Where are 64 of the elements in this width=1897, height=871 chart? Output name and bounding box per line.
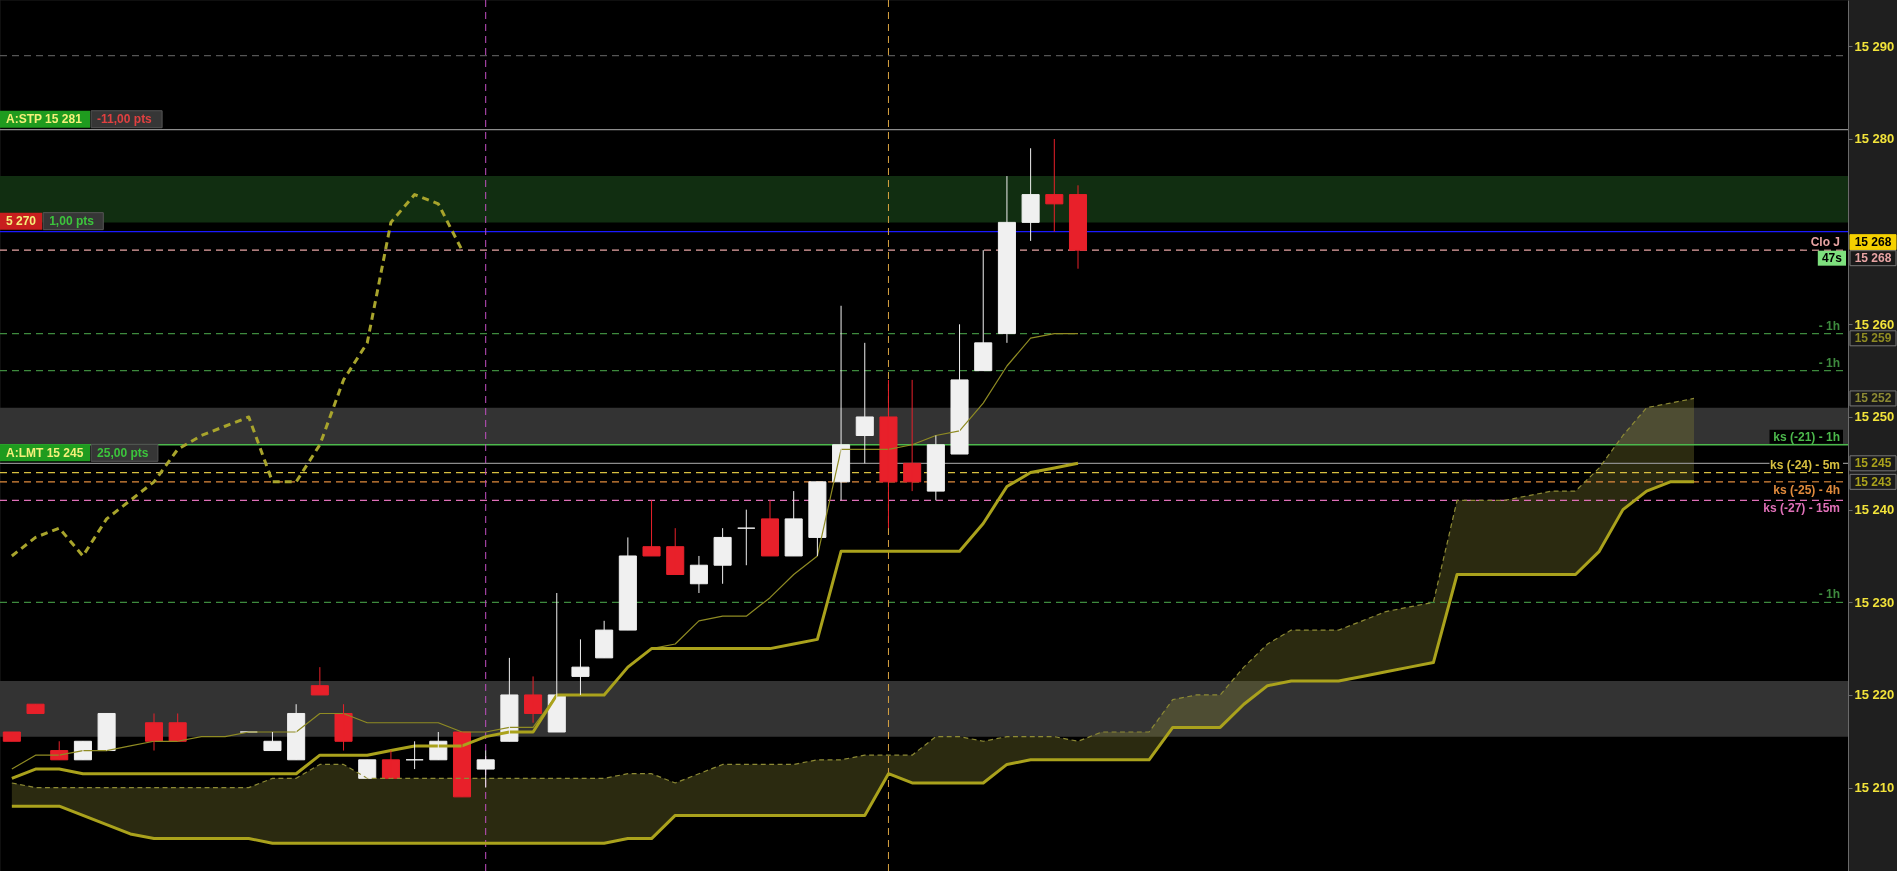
annotation: 25,00 pts [97, 445, 149, 460]
candlestick [618, 536, 637, 631]
annotation: -11,00 pts [97, 112, 153, 127]
candlestick [500, 657, 519, 742]
line-series [10, 480, 1696, 845]
y-tick-label: 15 260 [1854, 316, 1895, 332]
candlestick [1021, 147, 1040, 242]
candlestick [334, 703, 353, 752]
candlestick [737, 509, 756, 566]
candlestick [405, 740, 424, 770]
ref-line-label: ks (-27) - 15m [1763, 501, 1840, 516]
annotation: 1,00 pts [49, 214, 95, 229]
ref-line-label: ks (-25) - 4h [1773, 482, 1840, 497]
candlestick [26, 703, 45, 714]
candlestick [452, 731, 472, 798]
text: 15 243 [1854, 474, 1892, 489]
candlestick [713, 527, 732, 585]
candlestick [950, 323, 969, 455]
candlestick [524, 675, 543, 724]
ref-line-label: A:LMT 15 245 [6, 445, 84, 460]
candlestick [168, 712, 187, 742]
candlestick [476, 750, 495, 789]
ref-line-label: - 1h [1818, 318, 1840, 333]
ref-line-label: ks (-24) - 5m [1769, 457, 1840, 472]
ref-line-label: - 1h [1818, 355, 1840, 370]
candlestick [73, 740, 92, 761]
candlestick [666, 527, 685, 575]
y-tick-label: 15 220 [1854, 687, 1895, 703]
line-series [10, 461, 1080, 780]
ref-line-label: ks (-21) - 1h [1773, 429, 1840, 444]
text: 15 245 [1854, 456, 1892, 471]
y-tick-label: 15 240 [1854, 502, 1895, 518]
y-tick-label: 15 250 [1854, 409, 1895, 425]
candlestick [263, 731, 282, 752]
candlestick [855, 342, 874, 464]
text: 15 259 [1854, 331, 1892, 346]
candlestick [1045, 138, 1064, 233]
candlestick [2, 731, 21, 742]
annotation: 47s [1821, 251, 1843, 266]
y-tick-label: 15 290 [1854, 38, 1895, 54]
text: 15 252 [1854, 391, 1892, 406]
text: 15 268 [1854, 235, 1892, 250]
candlestick [879, 379, 898, 529]
candlestick [595, 620, 614, 659]
candlestick [903, 379, 922, 492]
candlestick [760, 499, 780, 557]
candlestick [310, 666, 329, 696]
candlestick [287, 703, 306, 761]
y-tick-label: 15 210 [1854, 780, 1895, 796]
y-tick-label: 15 280 [1854, 131, 1895, 147]
ref-line-label: A:STP 15 281 [6, 112, 83, 127]
candlestick [926, 435, 945, 501]
candlestick [358, 759, 377, 779]
candlestick [808, 481, 827, 557]
ref-line-label: Clo J [1810, 235, 1840, 250]
candlestick [974, 249, 993, 372]
annotation: 5 270 [6, 214, 37, 229]
text: 15 268 [1854, 251, 1892, 266]
candlestick [784, 490, 803, 557]
ref-line-label: - 1h [1818, 587, 1840, 602]
y-tick-label: 15 230 [1854, 594, 1895, 610]
candlestick [571, 638, 590, 696]
candlestick [642, 499, 661, 557]
candlestick [97, 712, 116, 752]
